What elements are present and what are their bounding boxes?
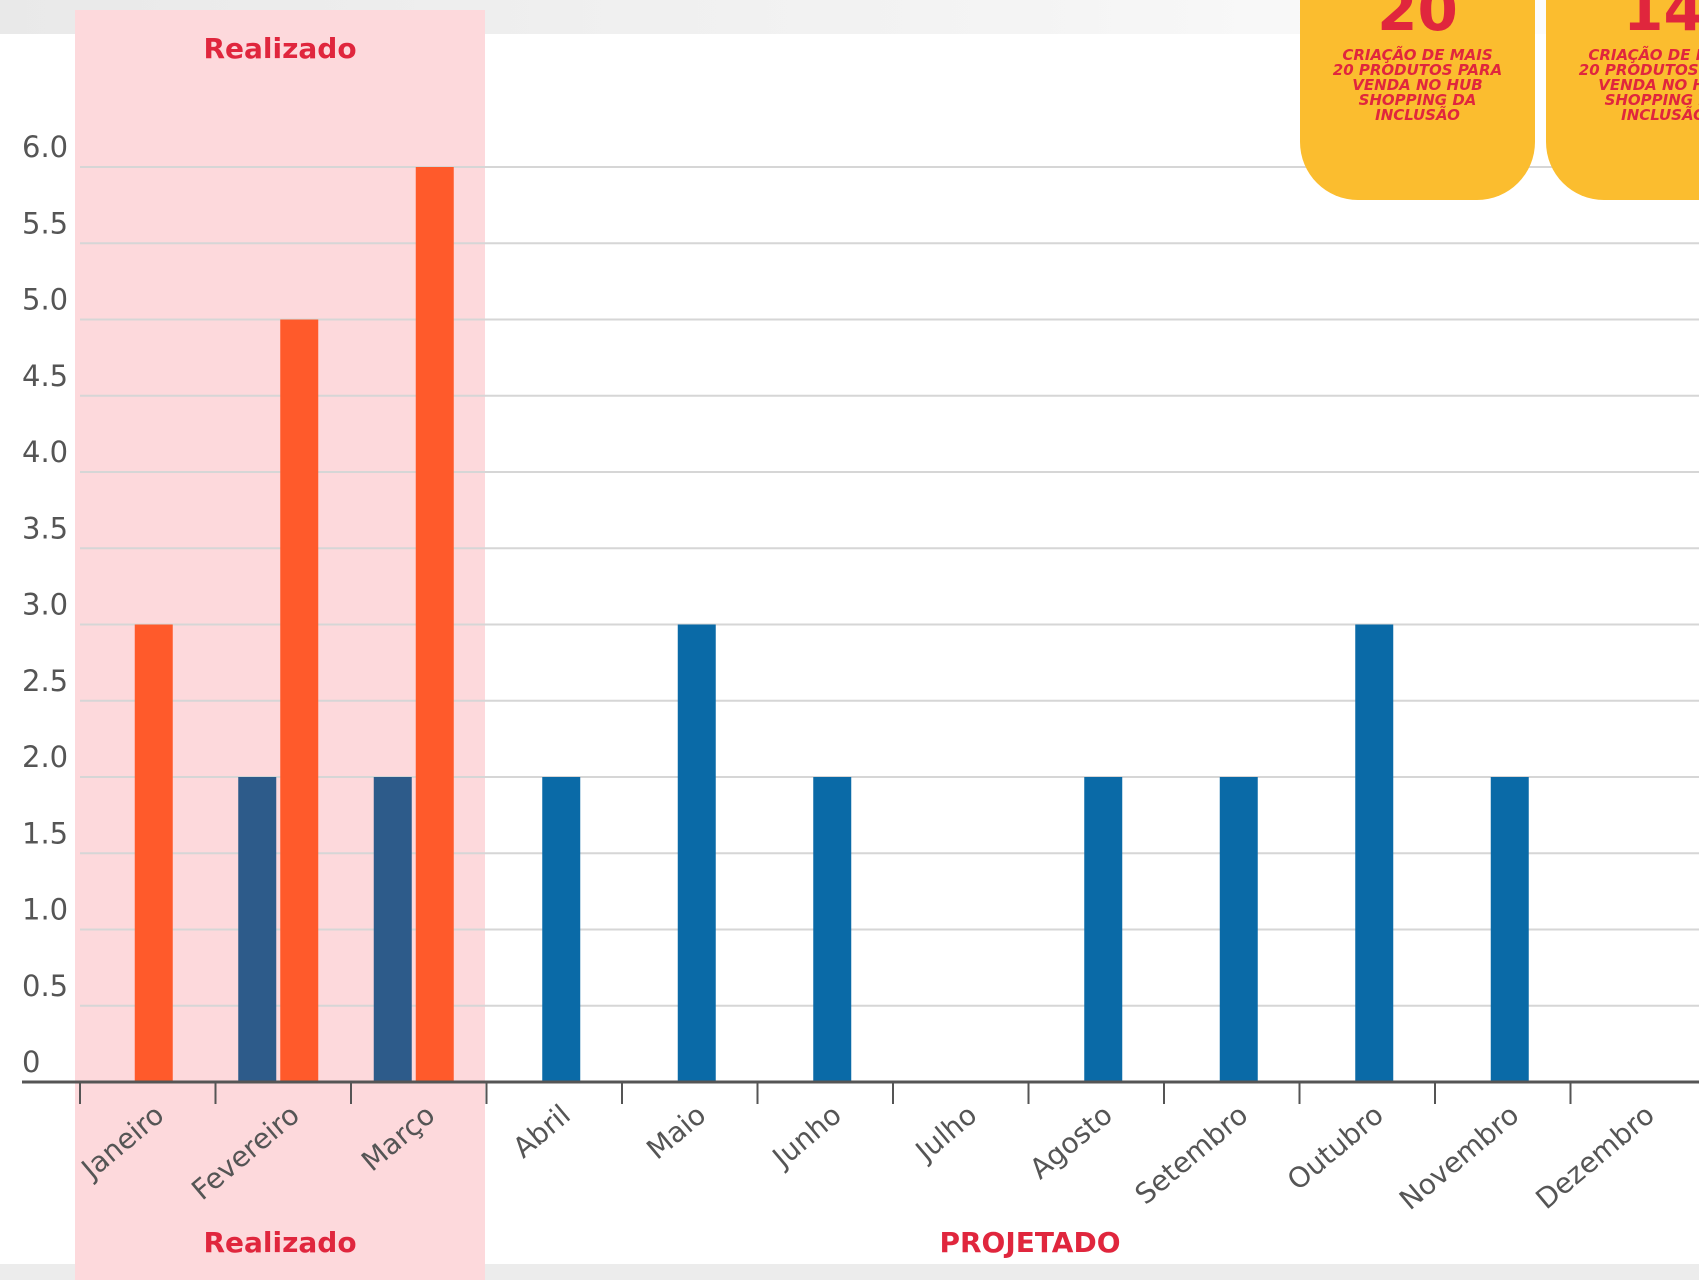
y-tick-label: 6.0 bbox=[22, 130, 68, 164]
x-tick-label: Setembro bbox=[1129, 1098, 1255, 1211]
y-tick-label: 2.0 bbox=[22, 740, 68, 774]
x-tick-label: Dezembro bbox=[1529, 1098, 1660, 1216]
x-tick-label: Junho bbox=[765, 1098, 848, 1175]
y-tick-label: 5.5 bbox=[22, 206, 68, 240]
goal-card-1-text: CRIAÇÃO DE MAIS 20 PRODUTOS PARA VENDA N… bbox=[1332, 46, 1503, 124]
y-tick-label: 0 bbox=[22, 1045, 40, 1079]
x-tick-label: Abril bbox=[507, 1098, 577, 1164]
x-tick-label: Julho bbox=[908, 1098, 983, 1169]
bar-series-1-junho bbox=[813, 777, 852, 1082]
bar-series-1-agosto bbox=[1084, 777, 1123, 1082]
realizado-bottom-label: Realizado bbox=[203, 1226, 357, 1259]
goal-card-2: 14 CRIAÇÃO DE MAIS 20 PRODUTOS PARA VEND… bbox=[1546, 0, 1699, 200]
bar-series-1-setembro bbox=[1219, 777, 1258, 1082]
y-tick-label: 4.0 bbox=[22, 435, 68, 469]
y-tick-label: 1.0 bbox=[22, 893, 68, 927]
bar-series-1-novembro bbox=[1490, 777, 1529, 1082]
bar-series-1-março bbox=[373, 777, 412, 1082]
y-tick-label: 1.5 bbox=[22, 816, 68, 850]
bar-series-2-janeiro bbox=[134, 624, 173, 1082]
x-tick-label: Agosto bbox=[1023, 1098, 1118, 1185]
goal-card-2-number: 14 bbox=[1623, 0, 1699, 44]
realizado-top-label: Realizado bbox=[203, 32, 357, 65]
goal-card-1-number: 20 bbox=[1377, 0, 1458, 44]
y-tick-label: 4.5 bbox=[22, 359, 68, 393]
y-tick-label: 5.0 bbox=[22, 283, 68, 317]
y-tick-label: 2.5 bbox=[22, 664, 68, 698]
bar-series-1-abril bbox=[542, 777, 581, 1082]
x-tick-label: Março bbox=[355, 1098, 441, 1178]
x-tick-label: Maio bbox=[640, 1098, 712, 1166]
x-tick-label: Novembro bbox=[1393, 1098, 1525, 1216]
x-tick-label: Janeiro bbox=[74, 1098, 170, 1186]
bar-series-2-fevereiro bbox=[280, 319, 319, 1082]
y-tick-label: 3.0 bbox=[22, 588, 68, 622]
x-tick-label: Fevereiro bbox=[185, 1098, 305, 1207]
bar-series-1-maio bbox=[677, 624, 716, 1082]
bar-series-1-outubro bbox=[1355, 624, 1394, 1082]
bar-series-2-março bbox=[415, 167, 454, 1082]
bar-series-1-fevereiro bbox=[238, 777, 277, 1082]
y-tick-label: 3.5 bbox=[22, 511, 68, 545]
x-tick-label: Outubro bbox=[1281, 1098, 1390, 1197]
goal-card-1: 20 CRIAÇÃO DE MAIS 20 PRODUTOS PARA VEND… bbox=[1300, 0, 1535, 200]
y-tick-label: 0.5 bbox=[22, 969, 68, 1003]
goal-card-2-text: CRIAÇÃO DE MAIS 20 PRODUTOS PARA VENDA N… bbox=[1578, 46, 1699, 124]
projetado-label: PROJETADO bbox=[939, 1226, 1121, 1259]
